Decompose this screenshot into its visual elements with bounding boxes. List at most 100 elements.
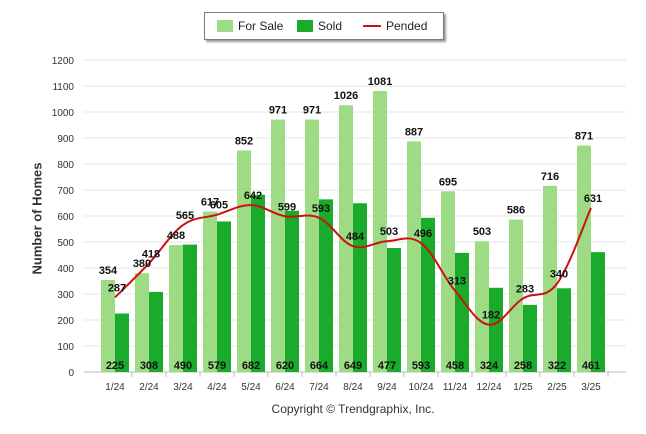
sold-value-label: 490 — [174, 360, 192, 372]
y-tick-label: 200 — [57, 316, 74, 327]
for-sale-bar — [305, 119, 319, 372]
sold-value-label: 324 — [480, 360, 499, 372]
pended-value-label: 496 — [414, 228, 432, 240]
x-tick-label: 4/24 — [207, 382, 227, 393]
sold-value-label: 477 — [378, 360, 396, 372]
sold-value-label: 458 — [446, 360, 464, 372]
x-tick-label: 3/24 — [173, 382, 193, 393]
y-tick-label: 400 — [57, 264, 74, 275]
sold-swatch — [297, 20, 313, 32]
for-sale-value-label: 852 — [235, 135, 253, 147]
y-tick-label: 900 — [57, 134, 74, 145]
y-tick-label: 0 — [68, 368, 74, 379]
for-sale-bar — [373, 90, 387, 372]
sold-bar — [115, 313, 129, 372]
sold-value-label: 322 — [548, 360, 566, 372]
x-tick-label: 5/24 — [241, 382, 261, 393]
for-sale-bar — [543, 185, 557, 372]
pended-line-path — [114, 204, 592, 326]
sold-bar — [591, 252, 605, 372]
pended-value-label: 418 — [142, 248, 160, 260]
sold-value-label: 461 — [582, 360, 600, 372]
sold-value-label: 579 — [208, 360, 226, 372]
x-tick-label: 2/24 — [139, 382, 159, 393]
for-sale-bar — [339, 105, 353, 373]
for-sale-bar — [203, 211, 217, 372]
pended-value-label: 565 — [176, 210, 194, 222]
for-sale-bar — [509, 219, 523, 372]
y-tick-label: 600 — [57, 212, 74, 223]
x-tick-label: 7/24 — [309, 382, 329, 393]
sold-bar — [149, 291, 163, 372]
y-tick-label: 700 — [57, 186, 74, 197]
y-tick-label: 800 — [57, 160, 74, 171]
sold-value-label: 664 — [310, 360, 329, 372]
for-sale-value-label: 971 — [303, 105, 321, 117]
x-tick-label: 6/24 — [275, 382, 295, 393]
bars — [101, 90, 605, 373]
sold-value-label: 258 — [514, 360, 532, 372]
sold-bar — [455, 252, 469, 372]
legend-item-pended[interactable]: Pended — [363, 19, 427, 33]
sold-bar — [421, 217, 435, 372]
pended-value-label: 605 — [210, 200, 228, 212]
for-sale-bar — [101, 279, 115, 372]
y-tick-label: 100 — [57, 342, 74, 353]
for-sale-value-label: 380 — [133, 258, 151, 270]
for-sale-bar — [271, 119, 285, 372]
x-tick-label: 1/24 — [105, 382, 125, 393]
y-tick-label: 1100 — [52, 82, 74, 93]
for-sale-bar — [237, 150, 251, 372]
for-sale-value-label: 488 — [167, 230, 185, 242]
legend-item-sold[interactable]: Sold — [297, 19, 342, 33]
for-sale-bar — [169, 245, 183, 372]
pended-value-label: 283 — [516, 283, 534, 295]
for-sale-value-label: 716 — [541, 171, 559, 183]
pended-swatch — [363, 25, 381, 27]
pended-value-label: 593 — [312, 203, 330, 215]
pended-value-label: 642 — [244, 190, 262, 202]
y-tick-label: 1000 — [52, 108, 75, 119]
x-tick-label: 1/25 — [513, 382, 533, 393]
for-sale-bar — [407, 141, 421, 372]
x-tick-label: 8/24 — [343, 382, 363, 393]
legend-label-sold: Sold — [318, 19, 343, 33]
sold-value-label: 620 — [276, 360, 294, 372]
x-tick-label: 12/24 — [476, 382, 501, 393]
sold-value-label: 649 — [344, 360, 362, 372]
for-sale-value-label: 1081 — [368, 76, 392, 88]
x-tick-label: 3/25 — [581, 382, 601, 393]
for-sale-value-label: 695 — [439, 176, 457, 188]
sold-bar — [489, 287, 503, 372]
copyright-text: Copyright © Trendgraphix, Inc. — [271, 402, 435, 416]
pended-value-label: 503 — [380, 226, 398, 238]
sold-bar — [319, 199, 333, 372]
sold-bar — [387, 247, 401, 372]
for-sale-value-label: 503 — [473, 226, 491, 238]
x-tick-label: 9/24 — [377, 382, 397, 393]
legend-label-for-sale: For Sale — [238, 19, 284, 33]
y-axis-ticks: 0 100 200 300 400 500 600 700 800 900 1000 1100 1200 — [52, 56, 75, 379]
pended-value-label: 287 — [108, 282, 126, 294]
for-sale-bar — [135, 273, 149, 372]
y-tick-label: 1200 — [52, 56, 75, 67]
sold-value-label: 593 — [412, 360, 430, 372]
for-sale-value-label: 354 — [99, 265, 118, 277]
pended-value-label: 313 — [448, 276, 466, 288]
sold-bar — [217, 221, 231, 372]
sold-bar — [183, 244, 197, 372]
x-tick-label: 10/24 — [408, 382, 433, 393]
for-sale-value-label: 617 — [201, 197, 219, 209]
y-tick-label: 300 — [57, 290, 74, 301]
legend-item-for-sale[interactable]: For Sale — [217, 19, 283, 33]
for-sale-value-label: 971 — [269, 105, 287, 117]
sold-bar — [285, 210, 299, 372]
for-sale-bar — [475, 241, 489, 372]
sold-bar — [251, 194, 265, 372]
x-axis-ticks: 1/24 2/24 3/24 4/24 5/24 6/24 7/24 8/24 9/24 10/2… — [105, 372, 609, 393]
pended-line — [114, 204, 592, 326]
data-labels: 354 225 287 380 308 418 488 490 565 617 579 605 852 6… — [99, 76, 602, 372]
sold-bar — [523, 304, 537, 372]
pended-value-label: 340 — [550, 269, 568, 281]
